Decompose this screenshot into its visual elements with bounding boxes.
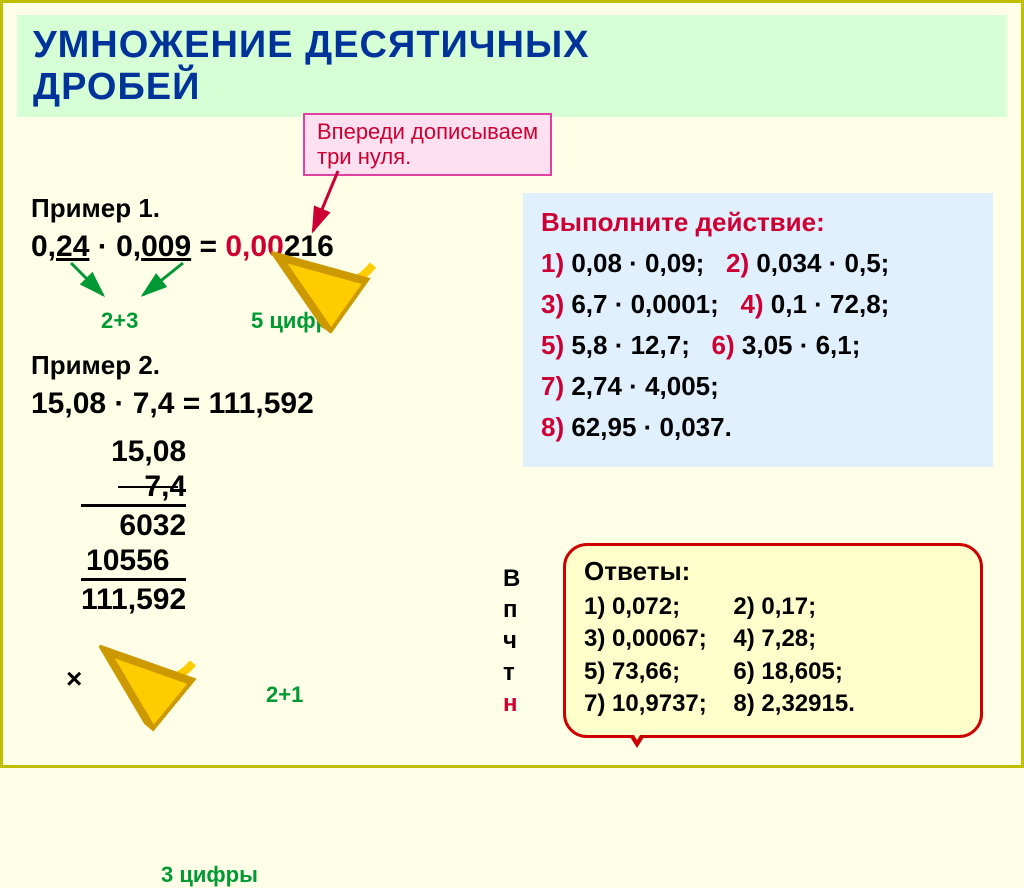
anno-2plus1: 2+1: [266, 682, 303, 708]
title-box: Умножение десятичных дробей: [17, 15, 1007, 117]
example1-expression: 0,24 · 0,009 = 0,00216: [31, 230, 491, 264]
exercise-row: 1) 0,08 · 0,09; 2) 0,034 · 0,5;: [541, 248, 975, 279]
title-line2: дробей: [33, 66, 200, 108]
anno-3digits: 3 цифры: [161, 862, 258, 888]
anno-5digits: 5 цифр: [251, 308, 329, 334]
exercise-header: Выполните действие:: [541, 207, 975, 238]
answer-row: 3) 0,00067; 4) 7,28;: [584, 623, 962, 655]
exercise-row: 3) 6,7 · 0,0001; 4) 0,1 · 72,8;: [541, 289, 975, 320]
note-callout: Впереди дописываем три нуля.: [303, 113, 552, 176]
example2-label: Пример 2.: [31, 350, 491, 381]
examples-column: Пример 1. 0,24 · 0,009 = 0,00216 2+3 5 ц…: [31, 193, 491, 618]
note-line1: Впереди дописываем: [317, 119, 538, 144]
column-multiplication: 15,08 7,4 6032 10556 111,592: [81, 435, 186, 618]
exercise-row: 7) 2,74 · 4,005;: [541, 371, 975, 402]
exercise-row: 5) 5,8 · 12,7; 6) 3,05 · 6,1;: [541, 330, 975, 361]
occluded-text: В п ч т н: [503, 563, 520, 719]
answer-row: 5) 73,66; 6) 18,605;: [584, 656, 962, 688]
answers-callout: Ответы: 1) 0,072; 2) 0,17;3) 0,00067; 4)…: [563, 543, 983, 738]
exercise-row: 8) 62,95 · 0,037.: [541, 412, 975, 443]
colmult-r3: 6032: [81, 504, 186, 544]
example1-label: Пример 1.: [31, 193, 491, 224]
example1-annotations: 2+3 5 цифр: [31, 270, 491, 340]
answer-row: 1) 0,072; 2) 0,17;: [584, 591, 962, 623]
colmult-r5: 111,592: [81, 578, 186, 618]
colmult-r1: 15,08: [81, 435, 186, 470]
exercises-column: Выполните действие: 1) 0,08 · 0,09; 2) 0…: [523, 193, 993, 467]
example2-expression: 15,08 · 7,4 = 111,592: [31, 387, 491, 421]
answers-header: Ответы:: [584, 556, 962, 587]
colmult-r2: 7,4: [81, 470, 186, 505]
callout-tail-fill: [626, 722, 648, 740]
colmult-r4: 10556: [81, 544, 186, 579]
answers-rows: 1) 0,072; 2) 0,17;3) 0,00067; 4) 7,28;5)…: [584, 591, 962, 721]
anno-2plus3: 2+3: [101, 308, 138, 334]
page-title: Умножение десятичных дробей: [33, 25, 991, 109]
multiply-sign: ×: [66, 663, 82, 695]
exercise-box: Выполните действие: 1) 0,08 · 0,09; 2) 0…: [523, 193, 993, 467]
title-line1: Умножение десятичных: [33, 24, 590, 66]
note-line2: три нуля.: [317, 144, 411, 169]
answer-row: 7) 10,9737; 8) 2,32915.: [584, 688, 962, 720]
exercise-rows: 1) 0,08 · 0,09; 2) 0,034 · 0,5; 3) 6,7 · …: [541, 248, 975, 443]
